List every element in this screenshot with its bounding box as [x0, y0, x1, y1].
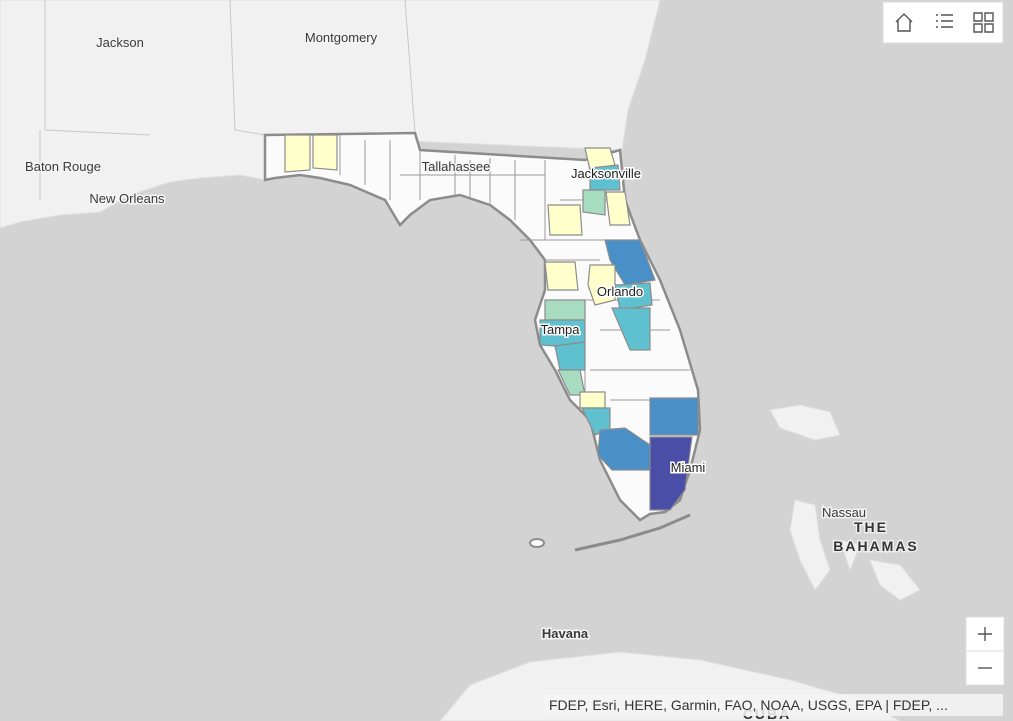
county [544, 261, 579, 291]
florida-keys [574, 513, 691, 552]
county [284, 134, 311, 173]
place-label: Tampa [540, 322, 580, 337]
home-button[interactable] [888, 6, 920, 38]
place-label: Havana [542, 626, 589, 641]
basemap-button-bg[interactable] [966, 6, 998, 38]
attribution-bar [543, 694, 1003, 716]
bahamas [769, 404, 921, 601]
choropleth [284, 134, 699, 511]
legend-button[interactable] [927, 6, 959, 38]
county [582, 189, 606, 216]
county [554, 341, 586, 371]
legend-icon [936, 14, 953, 28]
county [649, 436, 693, 511]
home-button-bg[interactable] [888, 6, 920, 38]
state-lines [39, 0, 416, 200]
toolbar [882, 1, 1004, 44]
place-label: Montgomery [305, 30, 378, 45]
zoom-in-button[interactable] [965, 616, 1005, 652]
island [529, 538, 545, 548]
zoom-out-button[interactable] [965, 650, 1005, 686]
zoom-in-icon [978, 627, 992, 641]
place-label: Miami [671, 460, 706, 475]
county [587, 264, 616, 306]
place-label: Tallahassee [422, 159, 491, 174]
land [0, 0, 661, 229]
place-label: Orlando [597, 284, 643, 299]
basemap-icon [973, 12, 994, 33]
place-label: New Orleans [89, 191, 165, 206]
attribution: FDEP, Esri, HERE, Garmin, FAO, NOAA, USG… [549, 697, 948, 713]
county [312, 134, 338, 171]
legend-button-bg[interactable] [927, 6, 959, 38]
place-label: Baton Rouge [25, 159, 101, 174]
county [611, 307, 651, 351]
county [547, 204, 583, 236]
place-label: THE [854, 519, 888, 535]
county [614, 282, 653, 311]
county [604, 239, 656, 286]
place-label: Jacksonville [571, 166, 641, 181]
county [544, 299, 586, 321]
basemap-button[interactable] [966, 6, 998, 38]
place-label: Nassau [822, 505, 866, 520]
county [605, 191, 631, 226]
place-label: BAHAMAS [833, 538, 919, 554]
county [579, 391, 606, 409]
home-icon [895, 13, 913, 32]
place-label: Jackson [96, 35, 144, 50]
county [649, 397, 699, 436]
county [589, 164, 621, 191]
zoom-controls [965, 616, 1005, 686]
